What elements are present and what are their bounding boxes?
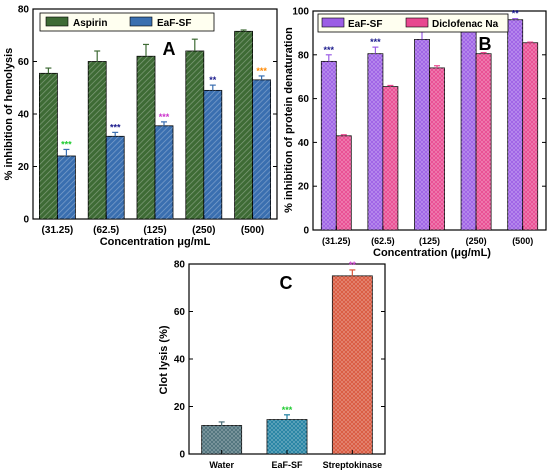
panel-b-legend: EaF-SF Diclofenac Na — [317, 13, 509, 33]
bar-hatch — [382, 86, 398, 231]
panel-b-legend-swatch-eaf — [321, 17, 345, 28]
significance-marker: *** — [324, 45, 335, 55]
significance-marker: *** — [61, 139, 72, 149]
y-tick-label: 0 — [303, 226, 309, 237]
bar-hatch — [137, 56, 155, 219]
y-tick-label: 20 — [174, 402, 186, 413]
x-tick-label: (62.5) — [93, 225, 119, 236]
x-tick-label: (125) — [143, 225, 166, 236]
panel-a-legend-swatch-eaf — [129, 16, 153, 27]
y-tick-label: 80 — [18, 5, 30, 16]
bar-hatch — [88, 61, 107, 219]
panel-a-legend-swatch-aspirin — [45, 16, 69, 27]
y-tick-label: 60 — [174, 307, 186, 318]
bar-hatch — [39, 73, 58, 219]
panel-b-x-ticks: (31.25) (62.5) (125) (250) (500) — [322, 226, 533, 246]
bar-hatch — [185, 51, 204, 219]
x-tick-label: (500) — [512, 236, 533, 246]
bar-hatch — [367, 53, 383, 230]
bar-hatch — [476, 53, 492, 230]
bar-hatch — [252, 79, 271, 219]
significance-marker: ** — [349, 260, 357, 270]
bar-hatch — [522, 42, 538, 230]
bar-hatch — [429, 67, 445, 230]
panel-b-legend-label-diclofenac: Diclofenac Na — [432, 19, 499, 30]
y-tick-label: 60 — [298, 94, 310, 105]
significance-marker: ** — [512, 9, 520, 19]
bar-hatch — [155, 125, 173, 219]
panel-b-legend-swatch-diclofenac — [405, 17, 429, 28]
bar-hatch — [461, 26, 477, 230]
y-tick-label: 80 — [298, 50, 310, 61]
x-tick-label: EaF-SF — [271, 460, 303, 470]
x-tick-label: Streptokinase — [323, 460, 383, 470]
x-tick-label: (250) — [192, 225, 215, 236]
bar-hatch — [332, 275, 373, 454]
y-tick-label: 40 — [174, 355, 186, 366]
bar-hatch — [203, 90, 222, 219]
x-tick-label: (125) — [419, 236, 440, 246]
panel-c-x-ticks: Water EaF-SF Streptokinase — [209, 450, 382, 470]
panel-b-y-axis-label: % inhibition of protein denaturation — [283, 27, 295, 213]
y-tick-label: 20 — [298, 182, 310, 193]
bar-hatch — [507, 19, 523, 231]
panel-c-label: C — [280, 273, 293, 293]
significance-marker: *** — [110, 122, 121, 132]
panel-a-y-axis-label: % inhibition of hemolysis — [3, 48, 15, 181]
y-tick-label: 0 — [23, 215, 29, 226]
panel-a-legend: Aspirin EaF-SF — [39, 12, 215, 32]
bar-hatch — [267, 419, 307, 454]
panel-a-x-axis-label: Concentration μg/mL — [100, 236, 211, 248]
panel-b-label: B — [479, 34, 492, 54]
panel-a-bars: ************** — [39, 29, 272, 220]
bar-hatch — [201, 425, 242, 454]
bar-hatch — [321, 61, 337, 231]
panel-b-x-axis-label: Concentration (μg/mL) — [373, 247, 491, 259]
panel-a-y-axis: 0 20 40 60 80 — [18, 5, 277, 226]
bar-hatch — [414, 39, 430, 230]
panel-a-x-ticks: (31.25) (62.5) (125) (250) (500) — [42, 215, 264, 236]
significance-marker: *** — [159, 112, 170, 122]
y-tick-label: 60 — [18, 57, 30, 68]
x-tick-label: Water — [209, 460, 234, 470]
panel-b-y-axis: 0 20 40 60 80 100 — [292, 7, 546, 237]
y-tick-label: 20 — [18, 162, 30, 173]
y-tick-label: 40 — [18, 110, 30, 121]
panel-a-legend-box — [39, 12, 215, 32]
significance-marker: ** — [209, 75, 217, 85]
panel-a-label: A — [163, 39, 176, 59]
panel-a-legend-label-eaf: EaF-SF — [157, 18, 191, 29]
x-tick-label: (31.25) — [42, 225, 74, 236]
panel-b-bars: ********** — [320, 9, 539, 231]
significance-marker: *** — [282, 405, 293, 415]
y-tick-label: 40 — [298, 138, 310, 149]
x-tick-label: (31.25) — [322, 236, 351, 246]
bar-hatch — [234, 31, 253, 219]
bar-hatch — [336, 135, 352, 230]
panel-c-y-axis: 0 20 40 60 80 — [174, 260, 385, 461]
panel-a-legend-label-aspirin: Aspirin — [73, 18, 107, 29]
panel-c-bars: ***** — [201, 260, 373, 455]
bar-hatch — [106, 136, 125, 219]
panel-b-legend-label-eaf: EaF-SF — [348, 19, 382, 30]
x-tick-label: (62.5) — [371, 236, 395, 246]
significance-marker: *** — [256, 66, 267, 76]
y-tick-label: 100 — [292, 7, 309, 18]
panel-c-y-axis-label: Clot lysis (%) — [158, 325, 170, 394]
x-tick-label: (250) — [466, 236, 487, 246]
significance-marker: *** — [370, 37, 381, 47]
y-tick-label: 0 — [179, 450, 185, 461]
x-tick-label: (500) — [241, 225, 264, 236]
bar-hatch — [57, 156, 76, 219]
y-tick-label: 80 — [174, 260, 186, 271]
